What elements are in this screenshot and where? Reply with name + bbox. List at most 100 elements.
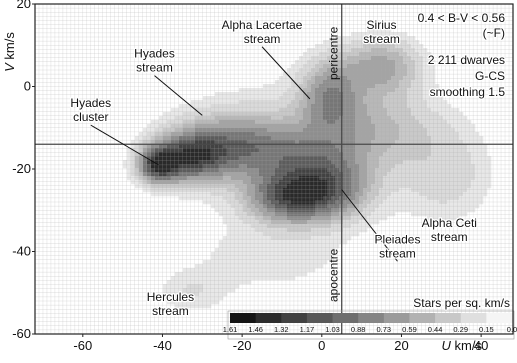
density-cell [207, 260, 212, 265]
density-cell [215, 104, 220, 109]
density-cell [159, 144, 164, 149]
density-cell [319, 264, 324, 269]
density-cell [235, 172, 240, 177]
density-cell [431, 164, 436, 169]
density-cell [419, 144, 424, 149]
density-cell [215, 192, 220, 197]
density-cell [203, 144, 208, 149]
density-cell [223, 112, 228, 117]
density-cell [183, 164, 188, 169]
density-cell [215, 136, 220, 141]
density-cell [267, 216, 272, 221]
density-cell [295, 136, 300, 141]
density-cell [319, 112, 324, 117]
density-cell [315, 220, 320, 225]
density-cell [143, 160, 148, 165]
density-cell [359, 196, 364, 201]
density-cell [259, 196, 264, 201]
density-cell [391, 124, 396, 129]
density-cell [343, 92, 348, 97]
density-cell [359, 120, 364, 125]
density-cell [219, 104, 224, 109]
density-cell [295, 228, 300, 233]
density-cell [199, 284, 204, 289]
density-cell [211, 132, 216, 137]
density-cell [267, 228, 272, 233]
density-cell [427, 212, 432, 217]
density-cell [203, 100, 208, 105]
density-cell [315, 240, 320, 245]
density-cell [279, 212, 284, 217]
density-cell [255, 124, 260, 129]
density-cell [347, 228, 352, 233]
density-cell [359, 148, 364, 153]
density-cell [271, 164, 276, 169]
density-cell [219, 196, 224, 201]
density-cell [371, 52, 376, 57]
density-cell [211, 112, 216, 117]
density-cell [267, 104, 272, 109]
density-cell [255, 120, 260, 125]
density-cell [263, 228, 268, 233]
density-cell [419, 108, 424, 113]
density-cell [395, 192, 400, 197]
density-cell [131, 164, 136, 169]
density-cell [151, 140, 156, 145]
density-cell [375, 56, 380, 61]
density-cell [287, 148, 292, 153]
density-cell [367, 188, 372, 193]
density-cell [383, 188, 388, 193]
density-cell [371, 64, 376, 69]
density-cell [387, 32, 392, 37]
density-cell [387, 108, 392, 113]
density-cell [207, 172, 212, 177]
density-cell [207, 300, 212, 305]
density-cell [179, 128, 184, 133]
density-cell [135, 160, 140, 165]
density-cell [303, 56, 308, 61]
density-cell [319, 64, 324, 69]
density-cell [247, 104, 252, 109]
density-cell [323, 84, 328, 89]
x-tick-label: 20 [394, 338, 408, 353]
density-cell [271, 124, 276, 129]
density-cell [227, 140, 232, 145]
density-cell [259, 160, 264, 165]
density-cell [311, 56, 316, 61]
density-cell [219, 280, 224, 285]
density-cell [231, 244, 236, 249]
density-cell [371, 184, 376, 189]
density-cell [279, 240, 284, 245]
density-cell [431, 108, 436, 113]
density-cell [283, 240, 288, 245]
density-cell [415, 116, 420, 121]
density-cell [139, 172, 144, 177]
density-cell [227, 188, 232, 193]
density-cell [355, 220, 360, 225]
density-cell [239, 140, 244, 145]
density-cell [259, 156, 264, 161]
density-cell [303, 96, 308, 101]
density-cell [203, 132, 208, 137]
density-cell [203, 164, 208, 169]
density-cell [219, 252, 224, 257]
density-cell [423, 104, 428, 109]
density-cell [307, 108, 312, 113]
density-cell [315, 108, 320, 113]
density-cell [375, 144, 380, 149]
density-cell [147, 144, 152, 149]
density-cell [315, 136, 320, 141]
density-cell [267, 180, 272, 185]
density-cell [415, 120, 420, 125]
density-cell [267, 232, 272, 237]
density-cell [187, 184, 192, 189]
density-cell [171, 120, 176, 125]
density-cell [227, 112, 232, 117]
density-cell [283, 248, 288, 253]
density-cell [287, 220, 292, 225]
density-cell [355, 100, 360, 105]
density-cell [275, 148, 280, 153]
density-cell [391, 144, 396, 149]
density-cell [315, 228, 320, 233]
density-cell [335, 36, 340, 41]
